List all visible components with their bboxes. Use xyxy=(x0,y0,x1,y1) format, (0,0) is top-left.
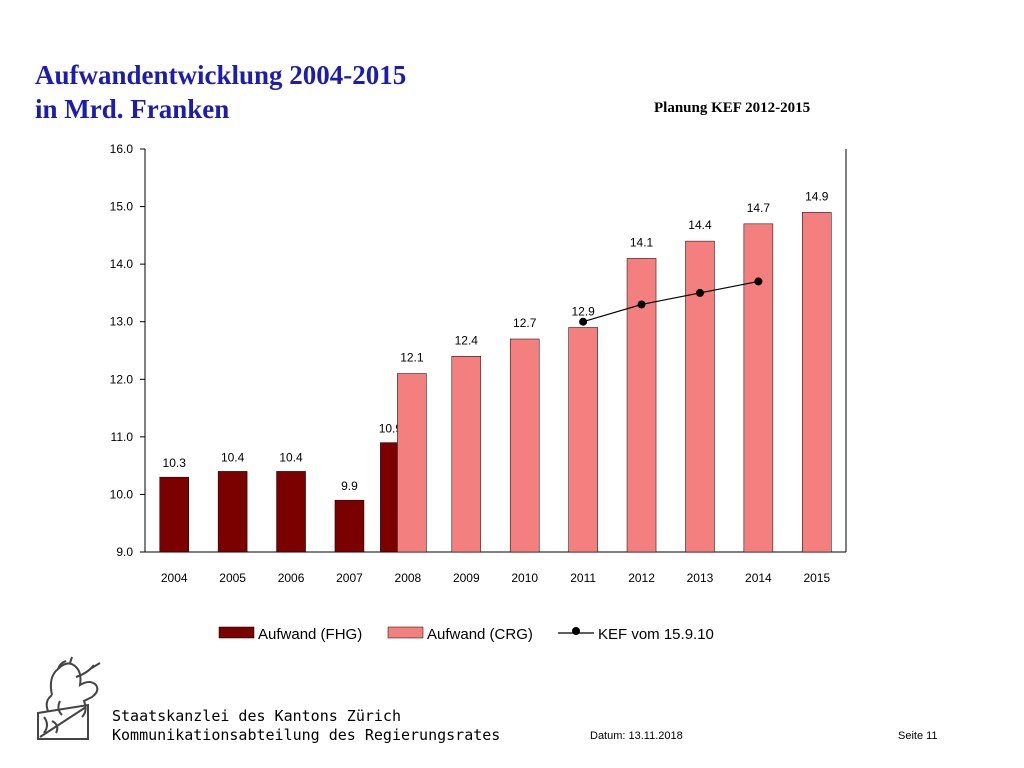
x-tick-label: 2014 xyxy=(745,571,772,585)
x-tick-label: 2009 xyxy=(453,571,480,585)
bar-crg xyxy=(685,240,715,553)
data-label-crg: 12.4 xyxy=(455,333,479,347)
footer-line-1: Staatskanzlei des Kantons Zürich xyxy=(112,707,401,725)
title-line-2: in Mrd. Franken xyxy=(35,94,230,124)
x-tick-label: 2008 xyxy=(395,571,422,585)
x-tick-label: 2004 xyxy=(161,571,188,585)
bar-crg xyxy=(802,212,832,553)
data-label-fhg: 10.9 xyxy=(379,422,403,436)
y-tick-label: 13.0 xyxy=(110,315,134,329)
data-label-crg: 12.9 xyxy=(571,304,595,318)
bar-fhg xyxy=(276,471,306,553)
y-tick-label: 12.0 xyxy=(110,372,134,386)
x-tick-label: 2012 xyxy=(628,571,655,585)
data-label-crg: 12.1 xyxy=(400,351,424,365)
x-tick-label: 2010 xyxy=(511,571,538,585)
data-label-fhg: 9.9 xyxy=(341,479,358,493)
slide-title: Aufwandentwicklung 2004-2015 in Mrd. Fra… xyxy=(35,58,406,126)
bar-fhg xyxy=(159,476,189,553)
kef-point xyxy=(579,317,588,326)
aufwand-chart: 9.0 10.0 11.0 12.0 13.0 14.0 15.0 16.0 2004 2005 2… xyxy=(110,142,847,643)
y-tick-label: 16.0 xyxy=(110,142,134,156)
data-label-fhg: 10.4 xyxy=(279,450,303,464)
legend-marker-kef xyxy=(572,627,580,635)
y-tick-label: 9.0 xyxy=(116,545,133,559)
footer-line-2: Kommunikationsabteilung des Regierungsra… xyxy=(112,726,501,744)
planning-label: Planung KEF 2012-2015 xyxy=(654,100,811,116)
bar-fhg xyxy=(380,442,399,553)
x-tick-label: 2011 xyxy=(570,571,596,585)
legend-label-crg: Aufwand (CRG) xyxy=(427,626,533,643)
y-tick-label: 15.0 xyxy=(110,200,134,214)
kef-point xyxy=(754,277,763,286)
kef-point xyxy=(637,300,646,309)
y-tick-label: 11.0 xyxy=(111,430,134,444)
data-label-fhg: 10.4 xyxy=(221,450,245,464)
x-tick-label: 2005 xyxy=(219,571,246,585)
data-label-crg: 14.9 xyxy=(805,189,829,203)
legend-swatch-crg xyxy=(387,626,424,639)
legend-label-kef: KEF vom 15.9.10 xyxy=(598,626,714,643)
data-label-crg: 14.4 xyxy=(688,218,712,232)
bar-fhg xyxy=(334,499,365,553)
bar-crg xyxy=(397,373,427,553)
bar-crg xyxy=(509,338,540,553)
bar-crg xyxy=(743,223,774,553)
x-tick-label: 2006 xyxy=(278,571,305,585)
x-tick-label: 2007 xyxy=(336,571,363,585)
data-label-crg: 14.1 xyxy=(630,235,654,249)
x-tick-label: 2013 xyxy=(687,571,714,585)
legend-label-fhg: Aufwand (FHG) xyxy=(258,626,362,643)
footer-organization: Staatskanzlei des Kantons Zürich Kommuni… xyxy=(112,707,500,745)
date-label: Datum: 13.11.2018 xyxy=(590,730,683,742)
title-line-1: Aufwandentwicklung 2004-2015 xyxy=(35,60,407,90)
y-tick-label: 14.0 xyxy=(110,257,134,271)
data-label-fhg: 10.3 xyxy=(163,456,187,470)
data-label-crg: 12.7 xyxy=(513,316,537,330)
data-label-crg: 14.7 xyxy=(747,201,771,215)
page-number: Seite 11 xyxy=(898,730,938,742)
bar-crg xyxy=(451,356,482,553)
kef-line xyxy=(582,280,759,323)
x-tick-label: 2015 xyxy=(803,571,830,585)
zurich-lion-logo xyxy=(30,655,110,750)
kef-point xyxy=(695,288,704,297)
y-tick-label: 10.0 xyxy=(110,487,134,501)
bar-fhg xyxy=(217,471,248,553)
legend-swatch-fhg xyxy=(218,626,255,639)
bar-crg xyxy=(568,327,598,553)
